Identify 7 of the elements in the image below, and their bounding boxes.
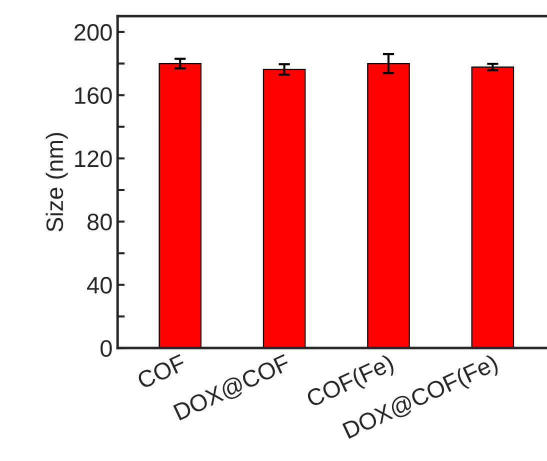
y-tick-label: 40 — [87, 276, 112, 294]
y-tick-label: 200 — [74, 24, 112, 41]
y-axis-title: Size (nm) — [46, 133, 68, 232]
y-tick-label: 160 — [75, 87, 112, 104]
y-tick-label: 120 — [75, 150, 112, 168]
y-tick-label: 0 — [100, 340, 112, 357]
y-tick-label: 80 — [88, 214, 112, 230]
